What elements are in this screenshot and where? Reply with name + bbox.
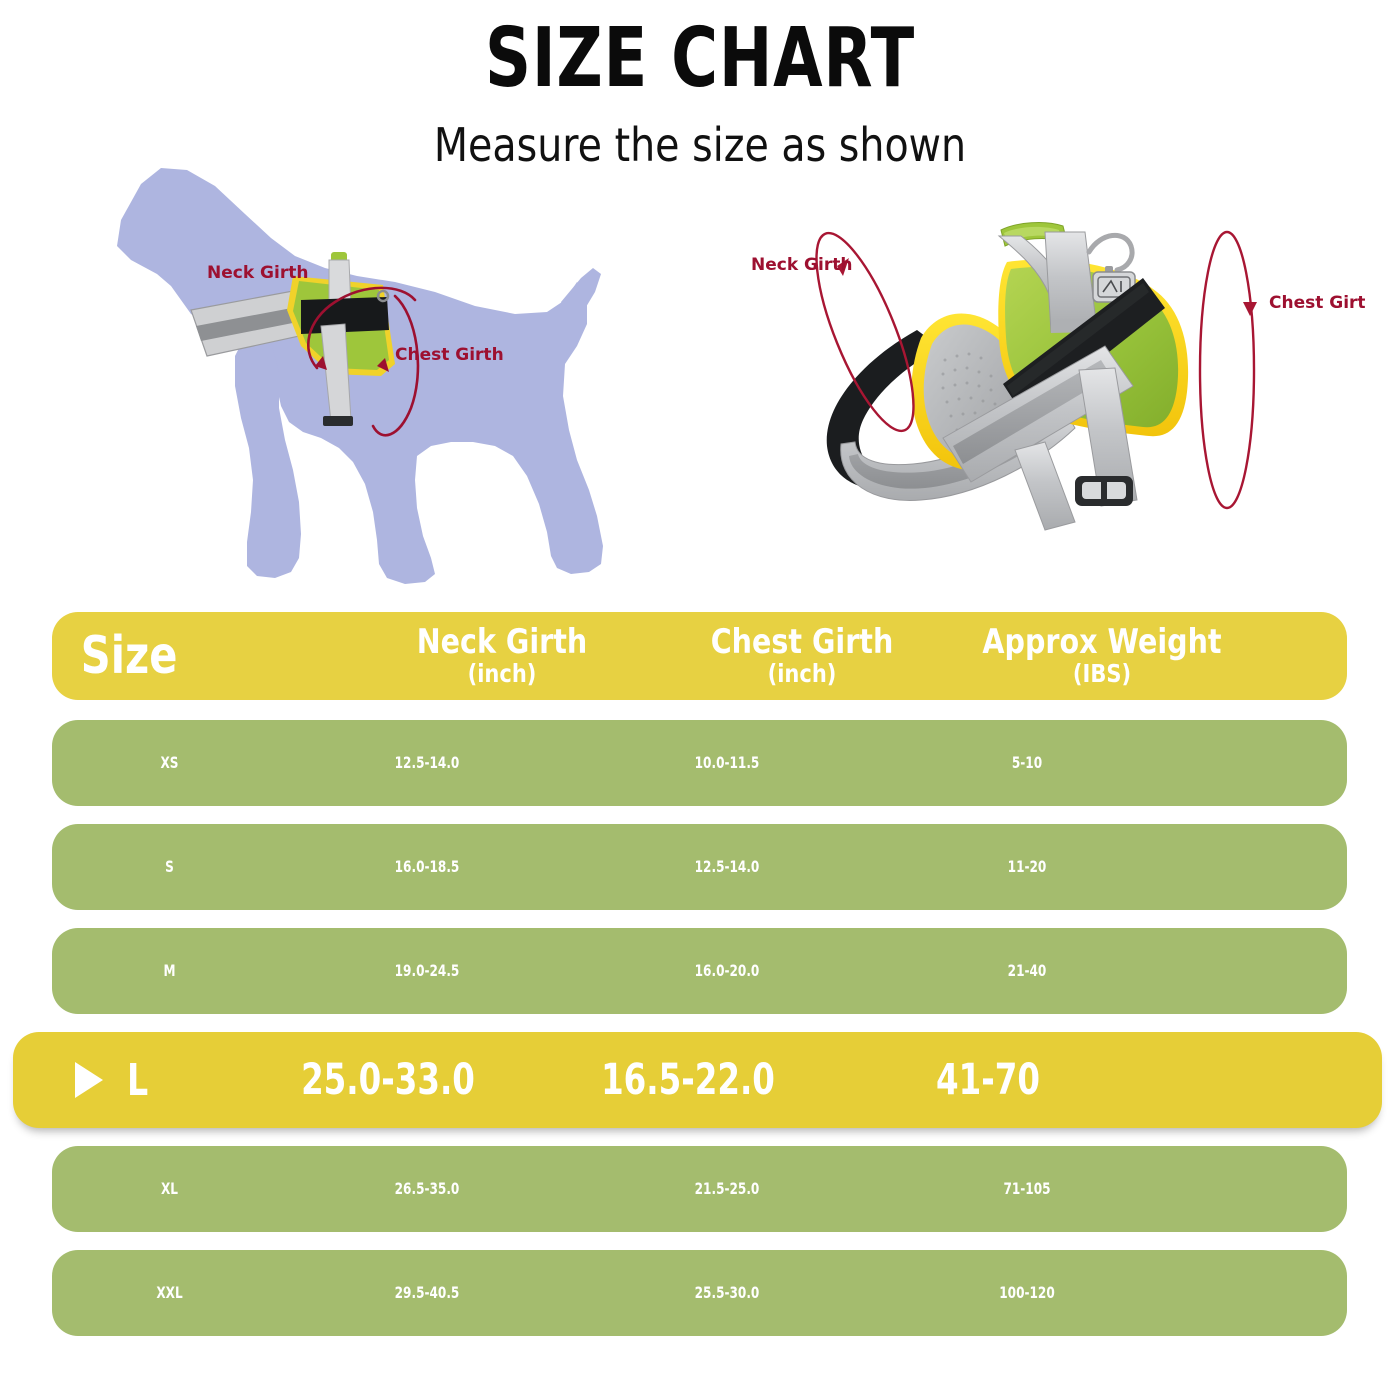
harness-velcro-band <box>301 297 389 334</box>
row-approx-weight: 71-105 <box>1003 1179 1051 1198</box>
row-chest-girth: 12.5-14.0 <box>694 857 760 876</box>
table-row[interactable]: XL 26.5-35.0 21.5-25.0 71-105 <box>52 1146 1347 1232</box>
row-size-label: S <box>165 857 174 876</box>
row-size-cell-selected: L <box>23 1055 238 1106</box>
chest-girth-annotation: Chest Girth <box>371 294 504 437</box>
row-chest-girth: 25.5-30.0 <box>694 1283 760 1302</box>
size-table: Size Neck Girth (inch) Chest Girth (inch… <box>0 612 1400 1354</box>
row-neck-girth: 19.0-24.5 <box>394 961 460 980</box>
chest-girth-label: Chest Girth <box>395 345 504 365</box>
row-neck-girth: 25.0-33.0 <box>301 1054 475 1105</box>
column-header-chest-girth-line1: Chest Girth <box>710 622 894 663</box>
row-approx-weight: 100-120 <box>999 1283 1055 1302</box>
row-chest-girth: 16.5-22.0 <box>601 1054 775 1105</box>
table-row[interactable]: M 19.0-24.5 16.0-20.0 21-40 <box>52 928 1347 1014</box>
row-neck-girth: 26.5-35.0 <box>394 1179 460 1198</box>
column-header-chest-girth-unit: (inch) <box>767 659 837 689</box>
neck-girth-annotation: Neck Girth <box>751 231 915 433</box>
row-approx-weight: 11-20 <box>1007 857 1047 876</box>
row-neck-girth: 12.5-14.0 <box>394 753 460 772</box>
neck-girth-label: Neck Girth <box>751 255 852 275</box>
page-title: SIZE CHART <box>485 11 915 106</box>
table-row-selected[interactable]: L 25.0-33.0 16.5-22.0 41-70 <box>13 1032 1382 1128</box>
column-header-approx-weight-unit: (IBS) <box>1072 659 1132 689</box>
table-row[interactable]: XS 12.5-14.0 10.0-11.5 5-10 <box>52 720 1347 806</box>
row-neck-girth: 29.5-40.5 <box>394 1283 460 1302</box>
chest-girth-label: Chest Girth <box>1269 293 1365 313</box>
row-approx-weight: 5-10 <box>1011 753 1043 772</box>
column-header-neck-girth: Neck Girth (inch) <box>376 625 628 686</box>
row-size-label: L <box>127 1054 149 1106</box>
harness-top-strap <box>997 231 1098 333</box>
row-chest-girth: 21.5-25.0 <box>694 1179 760 1198</box>
harness-belly-strap <box>320 323 353 426</box>
row-size-label: M <box>163 961 176 980</box>
neck-girth-label: Neck Girth <box>207 263 308 283</box>
column-header-approx-weight: Approx Weight (IBS) <box>976 625 1228 686</box>
harness-d-ring <box>376 289 390 303</box>
table-row[interactable]: S 16.0-18.5 12.5-14.0 11-20 <box>52 824 1347 910</box>
row-approx-weight: 41-70 <box>936 1054 1040 1105</box>
table-row[interactable]: XXL 29.5-40.5 25.5-30.0 100-120 <box>52 1250 1347 1336</box>
row-neck-girth: 16.0-18.5 <box>394 857 460 876</box>
harness-product-illustration: Neck Girth Chest Girth <box>745 170 1365 590</box>
row-chest-girth: 16.0-20.0 <box>694 961 760 980</box>
illustrations: Neck Girth Chest Girth <box>0 160 1400 600</box>
page-subtitle: Measure the size as shown <box>433 118 967 172</box>
table-header-row: Size Neck Girth (inch) Chest Girth (inch… <box>52 612 1347 700</box>
harness-belly-strap <box>1014 367 1138 531</box>
chest-girth-annotation: Chest Girth <box>1198 230 1365 510</box>
neck-girth-annotation: Neck Girth <box>207 263 417 370</box>
row-approx-weight: 21-40 <box>1007 961 1047 980</box>
dog-body-shape <box>117 168 603 584</box>
column-header-neck-girth-line1: Neck Girth <box>416 622 588 663</box>
column-header-size: Size <box>80 625 178 686</box>
row-size-label: XL <box>160 1179 179 1198</box>
column-header-chest-girth: Chest Girth (inch) <box>676 625 928 686</box>
column-header-neck-girth-unit: (inch) <box>467 659 537 689</box>
row-size-label: XXL <box>156 1283 183 1302</box>
column-header-approx-weight-line1: Approx Weight <box>982 622 1222 663</box>
dog-silhouette-illustration: Neck Girth Chest Girth <box>95 160 675 600</box>
row-chest-girth: 10.0-11.5 <box>694 753 760 772</box>
selected-row-marker-triangle-icon <box>75 1062 103 1098</box>
row-size-label: XS <box>160 753 179 772</box>
